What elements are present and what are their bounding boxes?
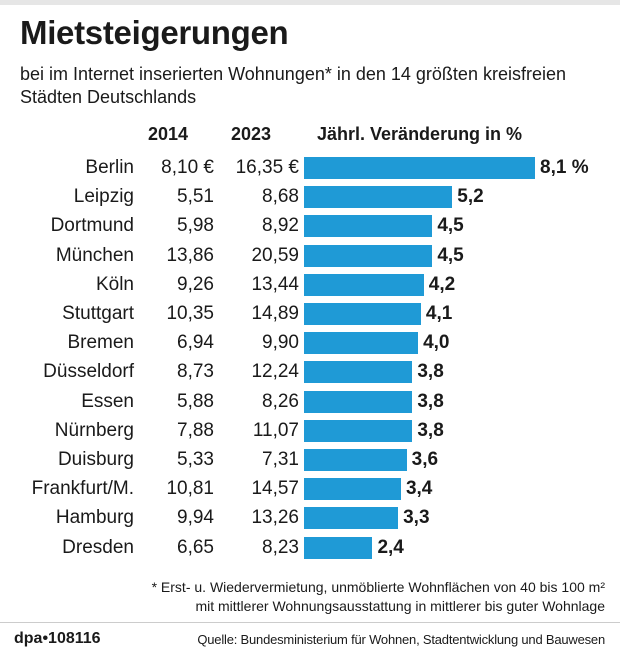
bar [304, 449, 407, 471]
rent-2014-value: 10,35 [166, 303, 214, 324]
table-row: Berlin 8,10 € 16,35 € 8,1 % [0, 153, 620, 183]
rent-2014-value: 6,65 [177, 536, 214, 558]
rent-2014-value: 5,88 [177, 390, 214, 412]
rent-2023-value: 16,35 € [235, 157, 299, 178]
rent-2014-value: 5,33 [177, 449, 214, 470]
rent-2023-value: 14,89 [251, 303, 299, 324]
rent-2023-value: 8,92 [262, 215, 299, 237]
city-label: Berlin [85, 157, 134, 178]
bar [304, 361, 413, 384]
table-row: Dortmund 5,98 8,92 4,5 [0, 211, 620, 241]
data-label: 4,0 [423, 332, 450, 354]
rent-2014-value: 13,86 [166, 244, 214, 266]
bar [304, 215, 433, 238]
rent-2023-value: 13,44 [251, 273, 299, 295]
table-row: München 13,86 20,59 4,5 [0, 241, 620, 271]
chart-subtitle: bei im Internet inserierten Wohnungen* i… [20, 64, 566, 107]
chart-title: Mietsteigerungen [20, 14, 289, 51]
city-label: Frankfurt/M. [31, 478, 134, 500]
bar [304, 186, 453, 209]
rent-2014-value: 6,94 [177, 332, 214, 354]
city-label: Hamburg [55, 507, 134, 529]
footnote-line-2: mit mittlerer Wohnungsausstattung in mit… [195, 598, 605, 614]
bar [304, 536, 373, 559]
bar [304, 157, 535, 179]
rent-2023-value: 14,57 [251, 478, 299, 500]
city-label: Dresden [62, 536, 134, 558]
footnote-line-1: * Erst- u. Wiedervermietung, unmöblierte… [151, 579, 605, 595]
data-label: 4,5 [437, 215, 464, 237]
table-row: Essen 5,88 8,26 3,8 [0, 387, 620, 417]
rent-2023-value: 13,26 [251, 507, 299, 529]
rent-2014-value: 7,88 [177, 419, 214, 441]
column-header-2014: 2014 [148, 124, 189, 144]
column-header-2023: 2023 [231, 124, 272, 144]
table-row: Stuttgart 10,35 14,89 4,1 [0, 299, 620, 329]
bar [304, 419, 413, 442]
rent-2023-value: 8,23 [262, 536, 299, 558]
rent-2014-value: 9,26 [177, 273, 214, 295]
city-label: Leipzig [73, 186, 134, 208]
data-label: 3,6 [411, 449, 439, 470]
bar [304, 244, 433, 267]
top-rule [0, 0, 620, 5]
rent-2014-value: 5,51 [177, 186, 214, 208]
table-row: Duisburg 5,33 7,31 3,6 [0, 445, 620, 475]
city-label: Essen [81, 390, 134, 412]
data-label: 4,1 [425, 303, 453, 324]
city-label: Dortmund [50, 215, 134, 237]
table-row: Bremen 6,94 9,90 4,0 [0, 328, 620, 358]
credit: dpa•108116 [14, 630, 101, 647]
city-label: Duisburg [57, 449, 134, 470]
data-label: 5,2 [457, 186, 484, 208]
rent-2023-value: 8,68 [262, 186, 299, 208]
table-row: Nürnberg 7,88 11,07 3,8 [0, 416, 620, 446]
city-label: München [55, 244, 134, 266]
table-row: Köln 9,26 13,44 4,2 [0, 270, 620, 300]
column-header-change: Jährl. Veränderung in % [317, 124, 523, 144]
city-label: Nürnberg [54, 419, 134, 441]
bar [304, 478, 401, 501]
data-label: 4,5 [437, 244, 464, 266]
rent-2023-value: 20,59 [251, 244, 299, 266]
city-label: Köln [95, 273, 134, 295]
bar [304, 390, 413, 413]
city-label: Stuttgart [62, 303, 134, 324]
data-label: 3,8 [417, 390, 444, 412]
rent-2014-value: 9,94 [177, 507, 214, 529]
data-label: 3,3 [403, 507, 430, 529]
data-label: 4,2 [428, 273, 456, 295]
table-row: Frankfurt/M. 10,81 14,57 3,4 [0, 474, 620, 504]
rent-2023-value: 8,26 [262, 390, 299, 412]
bar [304, 507, 399, 530]
data-label: 3,4 [405, 478, 433, 500]
data-label: 8,1 % [540, 157, 589, 178]
rent-2023-value: 12,24 [251, 361, 299, 383]
table-row: Düsseldorf 8,73 12,24 3,8 [0, 357, 620, 387]
city-label: Bremen [67, 332, 134, 354]
table-row: Dresden 6,65 8,23 2,4 [0, 533, 620, 563]
city-label: Düsseldorf [43, 361, 134, 383]
rent-2023-value: 11,07 [252, 419, 299, 441]
data-label: 2,4 [377, 536, 404, 558]
rent-2014-value: 5,98 [177, 215, 214, 237]
bar [304, 332, 419, 355]
source: Quelle: Bundesministerium für Wohnen, St… [197, 632, 605, 647]
footnote: * Erst- u. Wiedervermietung, unmöblierte… [152, 578, 605, 616]
rent-2023-value: 9,90 [262, 332, 299, 354]
rent-2014-value: 8,73 [177, 361, 214, 383]
table-row: Leipzig 5,51 8,68 5,2 [0, 182, 620, 212]
data-label: 3,8 [417, 419, 444, 441]
rent-2023-value: 7,31 [262, 449, 299, 470]
rent-2014-value: 10,81 [166, 478, 214, 500]
rent-2014-value: 8,10 € [161, 157, 214, 178]
bar [304, 303, 421, 325]
bar [304, 273, 424, 296]
table-row: Hamburg 9,94 13,26 3,3 [0, 503, 620, 533]
bottom-rule [0, 622, 620, 623]
data-label: 3,8 [417, 361, 444, 383]
